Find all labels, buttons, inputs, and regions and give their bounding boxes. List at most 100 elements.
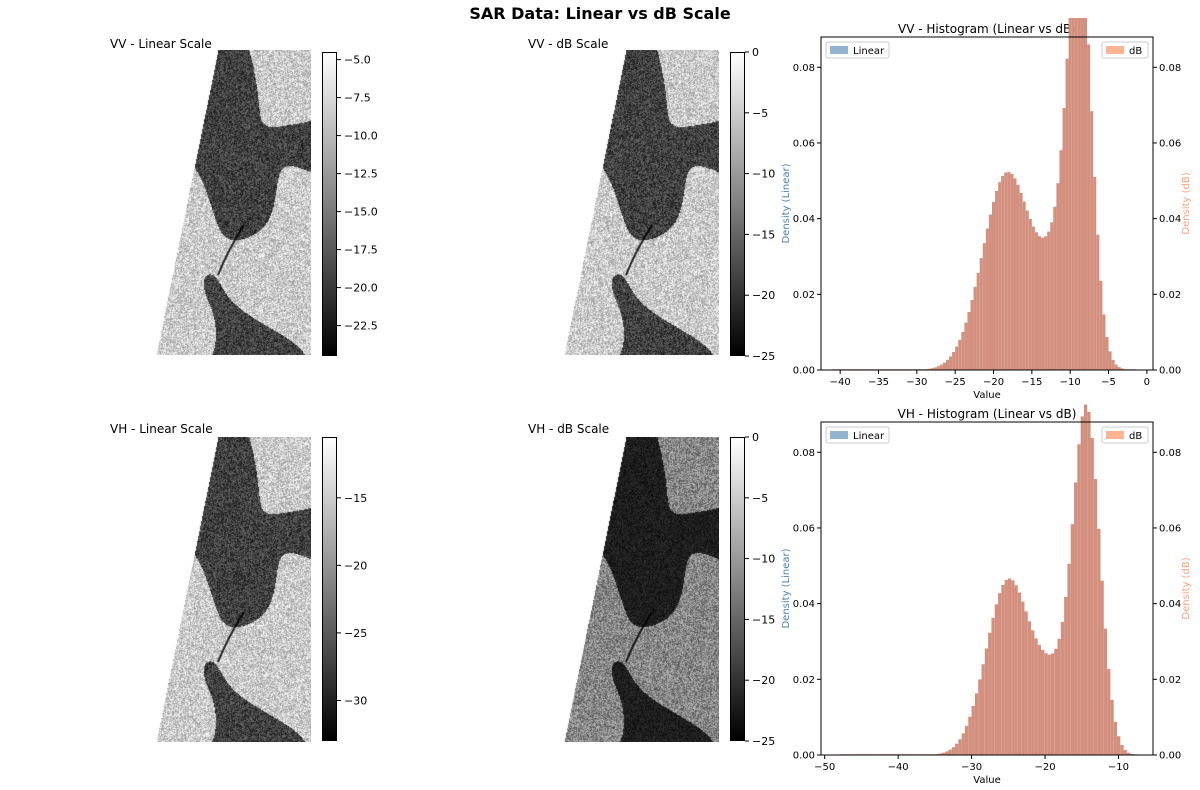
vv-db-image — [564, 50, 719, 355]
histogram-bar — [974, 693, 979, 755]
colorbar-tick-label: −20 — [344, 559, 367, 572]
histogram-bar — [961, 733, 965, 755]
x-tick-label: −10 — [1108, 762, 1129, 773]
colorbar-tick-label: −30 — [344, 694, 367, 707]
y-tick-label-left: 0.08 — [793, 63, 815, 74]
histogram-bar — [951, 747, 956, 755]
histogram-bar — [945, 751, 949, 755]
histogram-bar — [1047, 654, 1051, 755]
histogram-bar — [1113, 721, 1118, 755]
vh-db-title: VH - dB Scale — [528, 422, 610, 436]
colorbar-tick-label: −10 — [752, 553, 775, 566]
histogram-bar — [991, 201, 996, 370]
histogram-bar — [1068, 18, 1072, 371]
histogram-bar — [1080, 416, 1084, 755]
histogram-bar — [995, 190, 999, 370]
legend-linear: Linear — [825, 41, 890, 59]
histogram-bar — [1117, 367, 1121, 370]
y-tick-label-right: 0.02 — [1159, 290, 1181, 301]
histogram-bar — [1120, 745, 1124, 755]
histogram-bar — [933, 367, 937, 370]
histogram-bar — [927, 368, 931, 370]
vh-db-image — [564, 437, 719, 742]
colorbar-tick-label: −17.5 — [344, 244, 378, 257]
histogram-bar — [1034, 232, 1038, 370]
histogram-bar — [1044, 236, 1048, 370]
colorbar-tick-label: −10 — [752, 168, 775, 181]
histogram-bar — [949, 356, 953, 370]
vh-linear-colorbar — [322, 437, 337, 741]
figure-title: SAR Data: Linear vs dB Scale — [469, 4, 731, 23]
histogram-bar — [1097, 528, 1101, 755]
histogram-bar — [1057, 638, 1061, 755]
x-tick-label: −25 — [945, 377, 966, 388]
legend-linear: Linear — [825, 426, 890, 444]
histogram-bar — [938, 753, 942, 755]
histogram-bar — [1022, 201, 1026, 370]
plot-frame — [820, 421, 1154, 756]
histogram-bar — [984, 648, 989, 755]
histogram-bar — [1025, 210, 1029, 370]
histogram-bar — [1130, 753, 1134, 755]
x-tick-label: −30 — [906, 377, 927, 388]
histogram-bar — [1065, 58, 1069, 370]
histogram-bar — [1037, 644, 1041, 755]
histogram-bar — [1028, 219, 1032, 370]
y-tick-label-right: 0.08 — [1159, 448, 1181, 459]
legend-db: dB — [1101, 41, 1149, 59]
histogram-bar — [1090, 111, 1094, 371]
x-tick-label: −30 — [961, 762, 982, 773]
histogram-bar — [985, 228, 989, 370]
colorbar-tick-label: −15.0 — [344, 206, 378, 219]
histogram-bar — [976, 272, 980, 370]
histogram-bar — [1099, 280, 1103, 370]
y-axis-label-right: Density (dB) — [1181, 172, 1192, 234]
histogram-bar — [1111, 359, 1115, 370]
histogram-bar — [1044, 653, 1048, 755]
histogram-bar — [1093, 479, 1098, 755]
x-axis-label: Value — [973, 775, 1000, 783]
histogram-bar — [1027, 621, 1032, 755]
histogram-bar — [1083, 18, 1088, 371]
histogram-bar — [1093, 176, 1097, 370]
x-tick-label: 0 — [1144, 377, 1150, 388]
histogram-bar — [1087, 44, 1091, 371]
histogram-bar — [945, 359, 950, 370]
histogram-bar — [1050, 222, 1054, 370]
histogram-bar — [1004, 172, 1008, 370]
histogram-bar — [1031, 630, 1035, 755]
colorbar-tick-label: −25 — [752, 735, 775, 748]
histogram-bar — [1087, 411, 1091, 755]
histogram-bar — [942, 362, 946, 370]
colorbar-tick-label: −20 — [752, 674, 775, 687]
histogram-bar — [1096, 234, 1100, 370]
colorbar-tick-label: −15 — [752, 613, 775, 626]
vh-db-colorbar — [730, 437, 745, 741]
histogram-bar — [1090, 438, 1094, 755]
y-axis-label-left: Density (Linear) — [781, 548, 792, 628]
histogram-bar — [1010, 173, 1014, 370]
histogram-bar — [1034, 638, 1038, 755]
histogram-bar — [1007, 171, 1011, 370]
histogram-bar — [964, 725, 969, 755]
histogram-bar — [1060, 621, 1065, 755]
histogram-bar — [982, 243, 986, 370]
colorbar-tick-label: −20 — [752, 289, 775, 302]
histogram-bar — [1031, 226, 1035, 370]
x-tick-label: −5 — [1101, 377, 1116, 388]
histogram-bar — [1014, 585, 1018, 755]
histogram-bar — [941, 752, 946, 755]
histogram-bars — [832, 18, 1137, 371]
histogram-bar — [1103, 628, 1108, 755]
histogram-bar — [979, 258, 983, 370]
histogram-bar — [970, 299, 974, 370]
y-tick-label-left: 0.00 — [793, 751, 815, 762]
y-tick-label-left: 0.08 — [793, 448, 815, 459]
histogram-bar — [1021, 601, 1025, 755]
colorbar-tick-label: 0 — [752, 431, 759, 444]
histogram-bar — [1053, 206, 1057, 370]
histogram-bar — [952, 352, 956, 370]
x-tick-label: −35 — [868, 377, 889, 388]
y-tick-label-right: 0.00 — [1159, 751, 1181, 762]
histogram-bar — [994, 604, 999, 755]
